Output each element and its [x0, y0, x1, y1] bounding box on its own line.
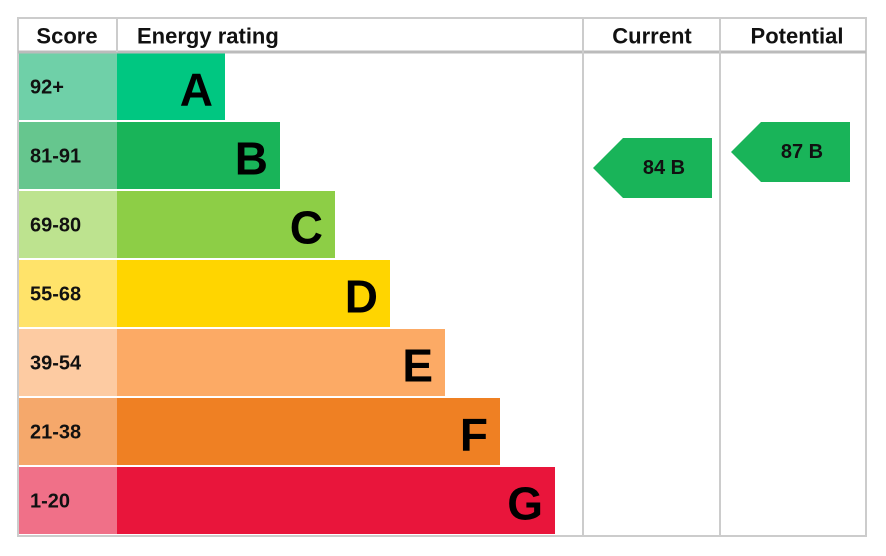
rating-bar — [117, 398, 500, 465]
current-arrow — [593, 138, 712, 198]
score-range: 69-80 — [30, 215, 81, 237]
rating-bar — [117, 467, 555, 534]
header-energy-rating: Energy rating — [137, 24, 279, 49]
score-cell — [19, 191, 117, 258]
header-potential: Potential — [751, 24, 844, 49]
header-score: Score — [36, 24, 97, 49]
rating-letter: B — [235, 133, 268, 185]
rating-bar — [117, 329, 445, 396]
score-cell — [19, 122, 117, 189]
rating-bar — [117, 53, 225, 120]
rating-letter: C — [290, 202, 323, 254]
score-cell — [19, 467, 117, 534]
score-range: 55-68 — [30, 284, 81, 306]
rating-bar — [117, 191, 335, 258]
rating-bar — [117, 260, 390, 327]
score-range: 81-91 — [30, 146, 81, 168]
rating-letter: F — [460, 409, 488, 461]
score-range: 92+ — [30, 77, 64, 99]
score-cell — [19, 398, 117, 465]
header-current: Current — [612, 24, 692, 49]
score-cell — [19, 260, 117, 327]
potential-rating: 87 B — [781, 141, 823, 163]
score-range: 39-54 — [30, 353, 82, 375]
score-cell — [19, 329, 117, 396]
rating-letter: A — [180, 64, 213, 116]
current-rating: 84 B — [643, 157, 685, 179]
score-range: 21-38 — [30, 422, 81, 444]
rating-letter: D — [345, 271, 378, 323]
rating-letter: E — [402, 340, 433, 392]
score-range: 1-20 — [30, 491, 70, 513]
potential-arrow — [731, 122, 850, 182]
rating-bar — [117, 122, 280, 189]
rating-letter: G — [507, 478, 543, 530]
score-cell — [19, 53, 117, 120]
